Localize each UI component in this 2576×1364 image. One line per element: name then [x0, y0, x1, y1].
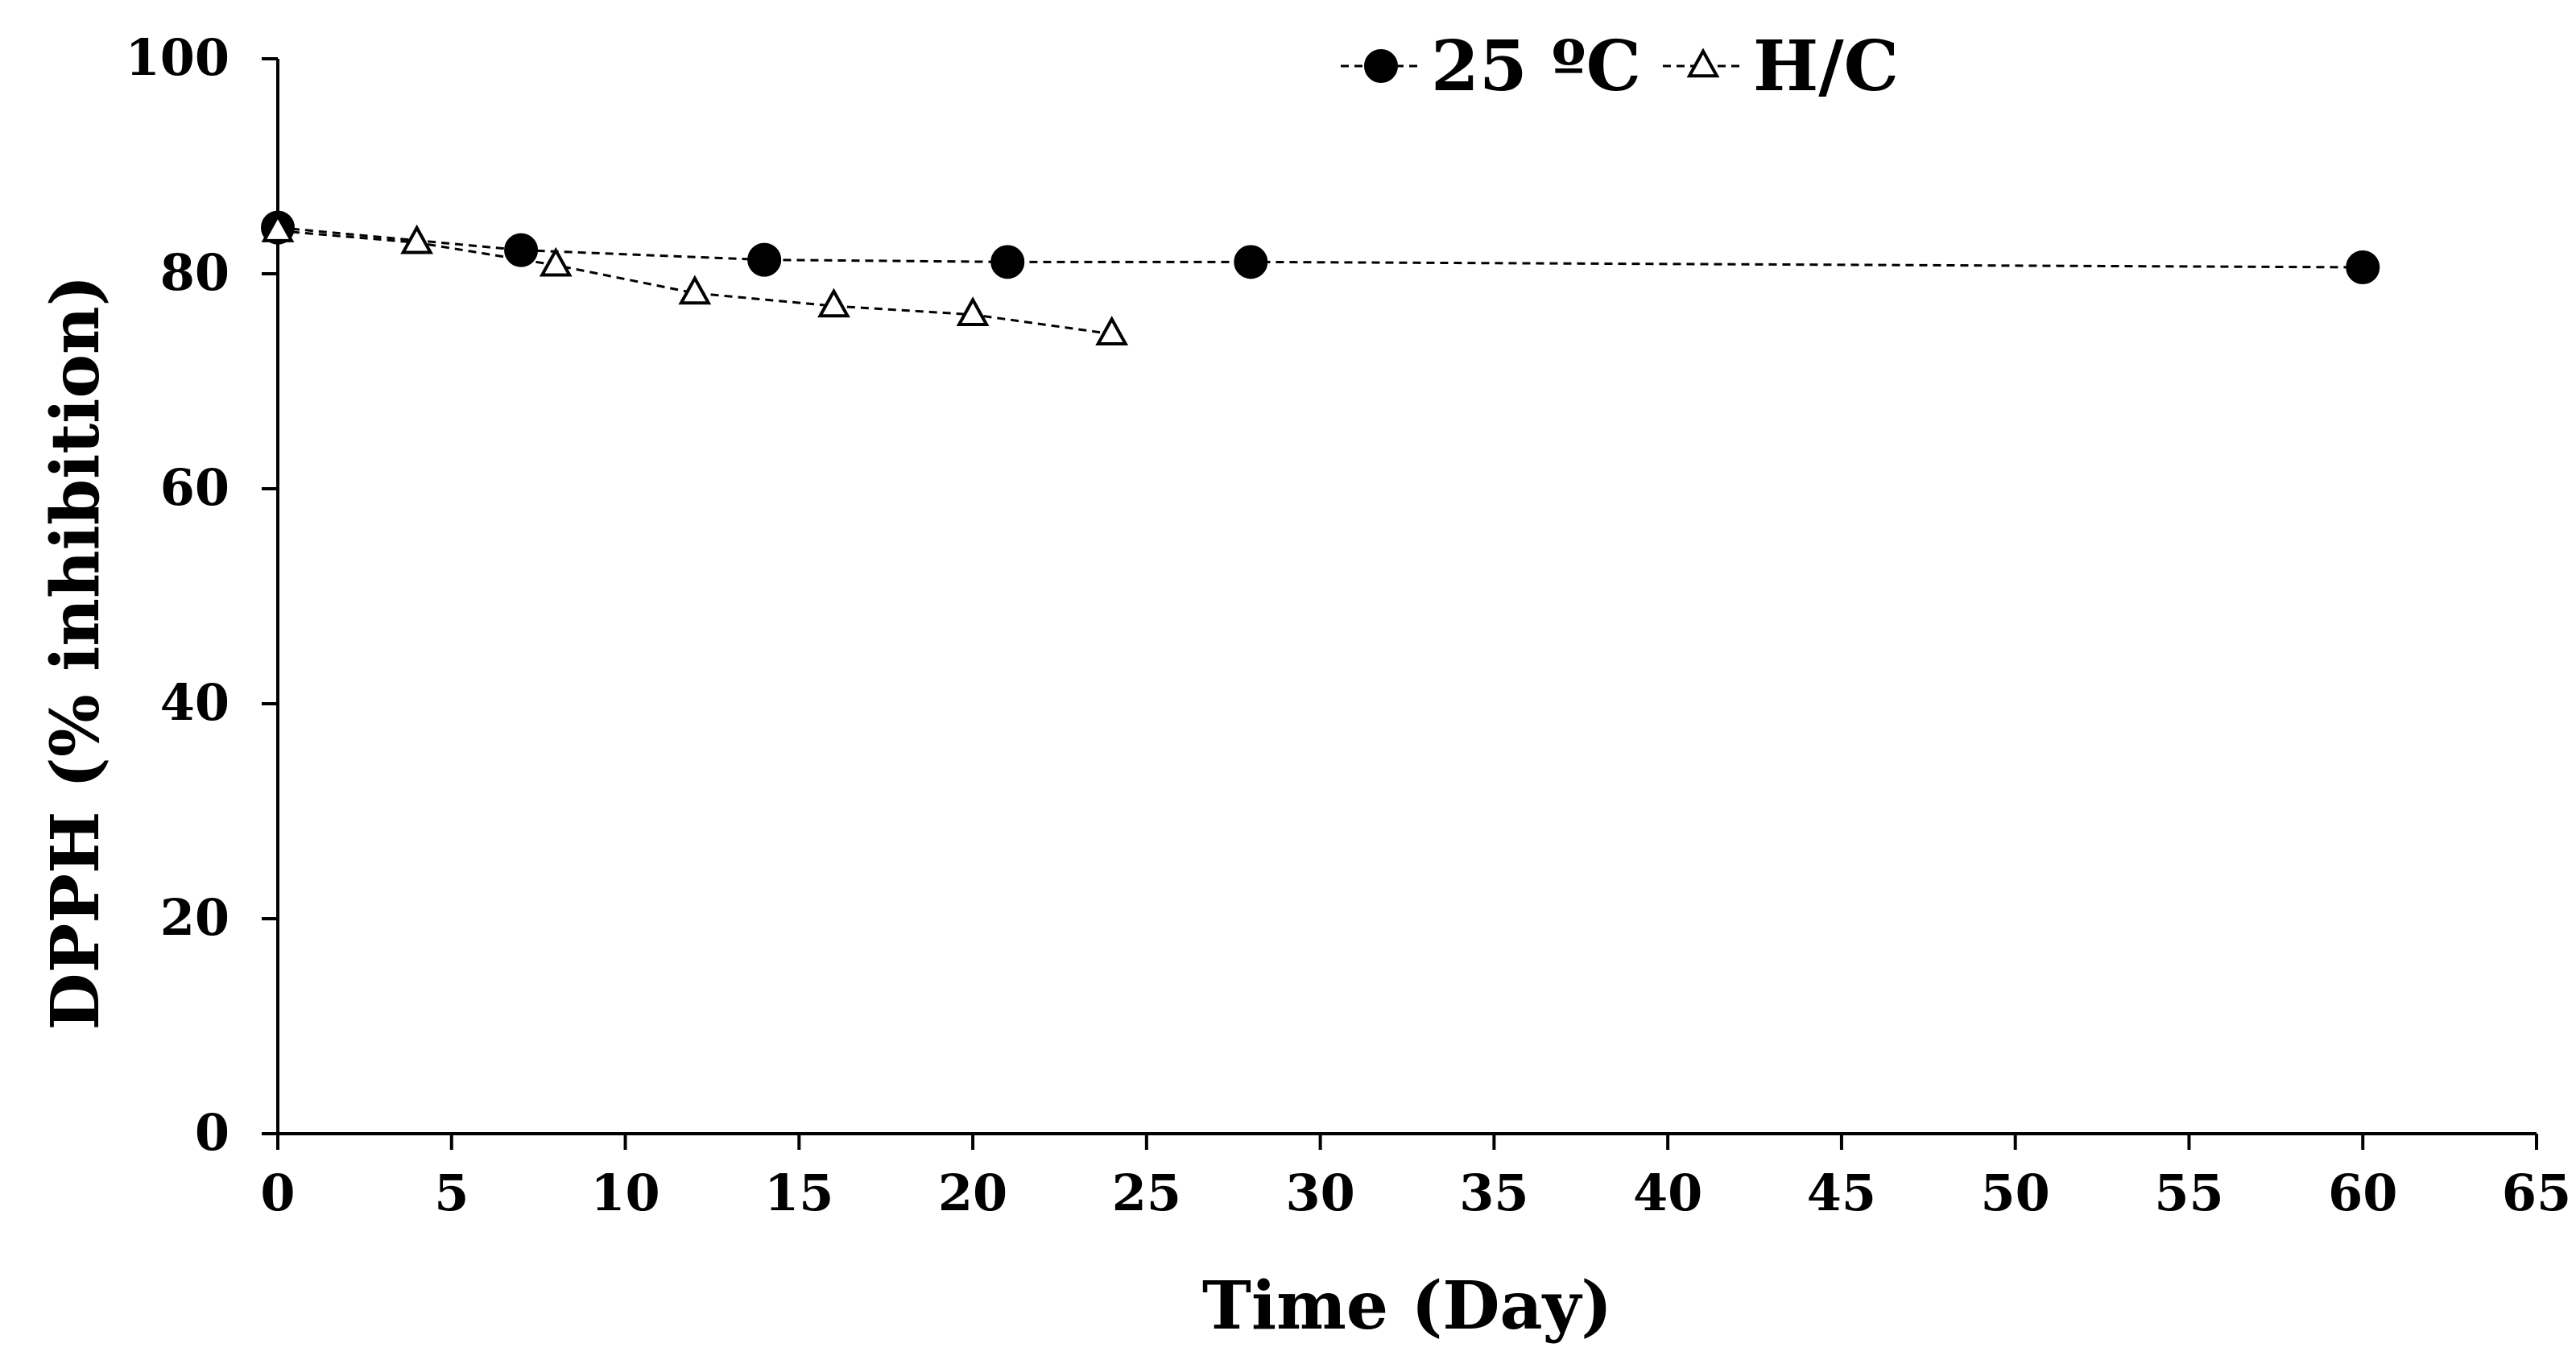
- series-hc-point: [539, 246, 573, 277]
- series-hc-point: [817, 287, 850, 318]
- x-tick-label: 15: [764, 1164, 833, 1222]
- x-tick-label: 40: [1633, 1164, 1702, 1222]
- legend-hc-marker: [1686, 48, 1720, 78]
- y-tick-label: 80: [160, 243, 229, 302]
- x-tick-label: 10: [590, 1164, 660, 1222]
- x-tick-label: 55: [2154, 1164, 2223, 1222]
- series-25c-line: [277, 226, 2363, 269]
- x-tick-label: 35: [1459, 1164, 1528, 1222]
- x-tick-label: 5: [434, 1164, 469, 1222]
- x-tick-label: 50: [1981, 1164, 2050, 1222]
- y-axis-title: DPPH (% inhibition): [37, 275, 114, 1031]
- legend-25c-label: 25 ºC: [1431, 26, 1641, 107]
- x-tick-label: 0: [260, 1164, 295, 1222]
- x-tick-label: 20: [938, 1164, 1007, 1222]
- x-tick-label: 65: [2502, 1164, 2571, 1222]
- y-tick-label: 0: [195, 1103, 229, 1162]
- series-markers: [261, 210, 2380, 345]
- series-25c-point: [504, 233, 539, 267]
- series-lines: [277, 226, 2363, 336]
- x-axis-title: Time (Day): [1202, 1267, 1612, 1345]
- legend: 25 ºC H/C: [1341, 26, 1899, 107]
- series-25c-point: [1234, 245, 1268, 279]
- series-hc-point: [261, 213, 295, 242]
- y-tick-label: 40: [160, 673, 229, 732]
- legend-hc-label: H/C: [1753, 26, 1899, 107]
- y-tick-label: 20: [160, 888, 229, 947]
- series-25c-point: [990, 245, 1025, 279]
- series-hc-point: [1095, 316, 1129, 345]
- series-hc-point: [678, 275, 712, 305]
- y-ticks: 0 20 40 60 80 100: [126, 28, 278, 1162]
- x-tick-label: 45: [1807, 1164, 1876, 1222]
- legend-25c-marker: [1364, 49, 1398, 83]
- x-tick-label: 60: [2328, 1164, 2397, 1222]
- x-ticks: 0 5 10 15 20 25 30 35 40 45 50 55 60 65: [260, 1134, 2571, 1222]
- series-25c-point: [747, 242, 782, 277]
- series-hc-point: [400, 224, 434, 254]
- series-hc-point: [956, 296, 990, 326]
- x-tick-label: 25: [1112, 1164, 1181, 1222]
- x-tick-label: 30: [1285, 1164, 1354, 1222]
- series-25c-point: [2346, 250, 2380, 284]
- y-tick-label: 100: [126, 28, 229, 87]
- axes: 0 20 40 60 80 100 0 5 10 15 20 25 30 35 40 45 50 55 60 65: [126, 28, 2572, 1222]
- y-tick-label: 60: [160, 458, 229, 517]
